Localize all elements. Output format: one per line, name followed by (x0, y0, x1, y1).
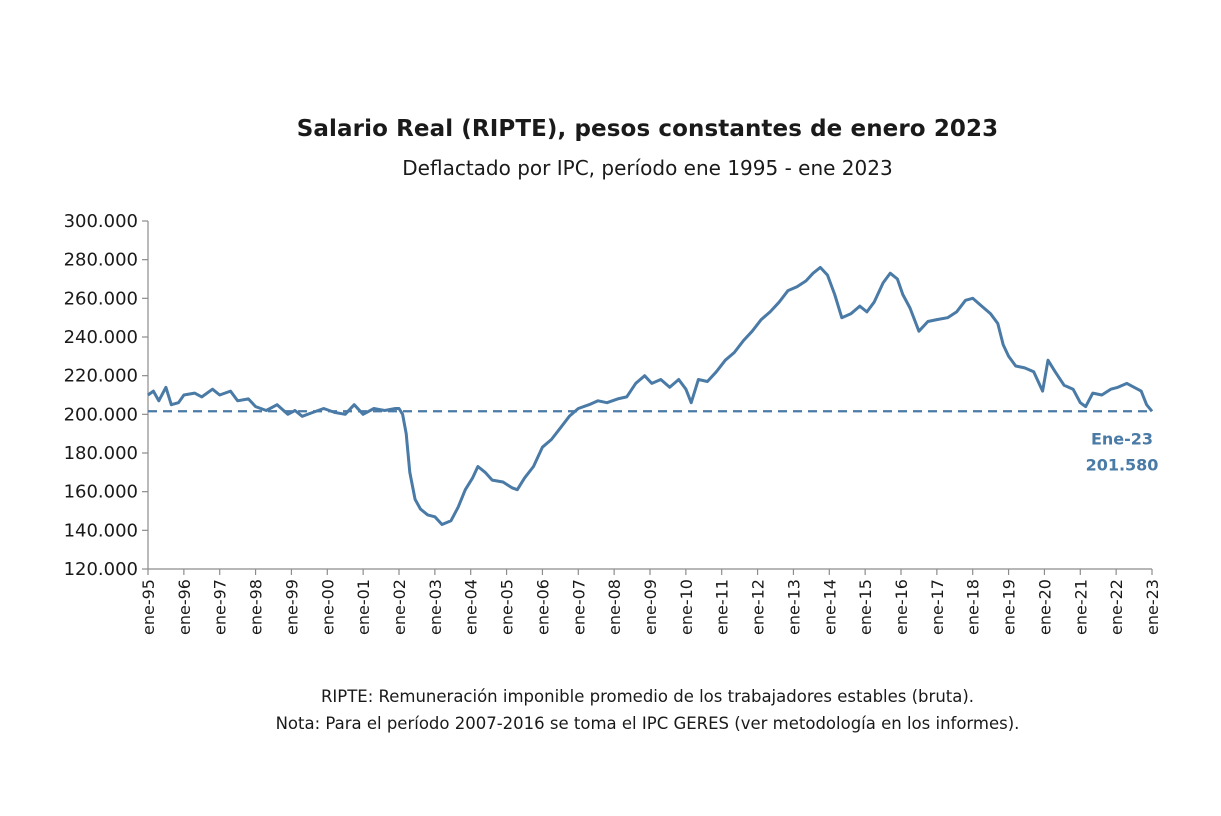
x-tick-label: ene-11 (713, 579, 732, 635)
y-tick-label: 120.000 (64, 559, 138, 580)
x-tick-label: ene-15 (856, 579, 875, 635)
x-tick-label: ene-17 (928, 579, 947, 635)
x-tick-label: ene-23 (1143, 579, 1162, 635)
x-tick-label: ene-97 (211, 579, 230, 635)
x-tick-label: ene-14 (820, 579, 839, 635)
footnote-nota: Nota: Para el período 2007-2016 se toma … (275, 714, 1020, 733)
x-tick-label: ene-01 (354, 579, 373, 635)
x-tick-label: ene-00 (318, 579, 337, 635)
x-tick-label: ene-20 (1035, 579, 1054, 635)
y-tick-label: 180.000 (64, 443, 138, 464)
y-tick-label: 260.000 (64, 288, 138, 309)
x-tick-label: ene-03 (426, 579, 445, 635)
y-tick-label: 300.000 (64, 211, 138, 232)
series-line (147, 265, 1154, 526)
x-tick-label: ene-07 (569, 579, 588, 635)
x-tick-label: ene-13 (784, 579, 803, 635)
y-tick-label: 220.000 (64, 366, 138, 387)
annotation-value: 201.580 (1086, 455, 1159, 474)
x-tick-label: ene-02 (390, 579, 409, 635)
x-tick-label: ene-21 (1071, 579, 1090, 635)
x-tick-label: ene-19 (1000, 579, 1019, 635)
y-tick-label: 200.000 (64, 404, 138, 425)
footnote-ripte: RIPTE: Remuneración imponible promedio d… (320, 687, 975, 706)
annotation-label: Ene-23 (1091, 429, 1153, 448)
x-tick-label: ene-12 (749, 579, 768, 635)
x-tick-label: ene-22 (1107, 579, 1126, 635)
x-tick-label: ene-18 (964, 579, 983, 635)
y-tick-label: 160.000 (64, 482, 138, 503)
x-tick-label: ene-96 (175, 579, 194, 635)
chart-title: Salario Real (RIPTE), pesos constantes d… (296, 116, 999, 142)
y-tick-label: 140.000 (64, 520, 138, 541)
y-tick-label: 280.000 (64, 250, 138, 271)
x-tick-label: ene-05 (498, 579, 517, 635)
x-tick-label: ene-06 (533, 579, 552, 635)
x-tick-label: ene-10 (677, 579, 696, 635)
y-tick-label: 240.000 (64, 327, 138, 348)
chart-footnotes: RIPTE: Remuneración imponible promedio d… (0, 683, 1221, 737)
x-tick-label: ene-08 (605, 579, 624, 635)
x-tick-label: ene-99 (282, 579, 301, 635)
x-tick-label: ene-09 (641, 579, 660, 635)
x-tick-label: ene-16 (892, 579, 911, 635)
x-tick-label: ene-98 (247, 579, 266, 635)
x-tick-label: ene-04 (462, 579, 481, 635)
chart-subtitle: Deflactado por IPC, período ene 1995 - e… (402, 156, 893, 180)
x-tick-label: ene-95 (139, 579, 158, 635)
